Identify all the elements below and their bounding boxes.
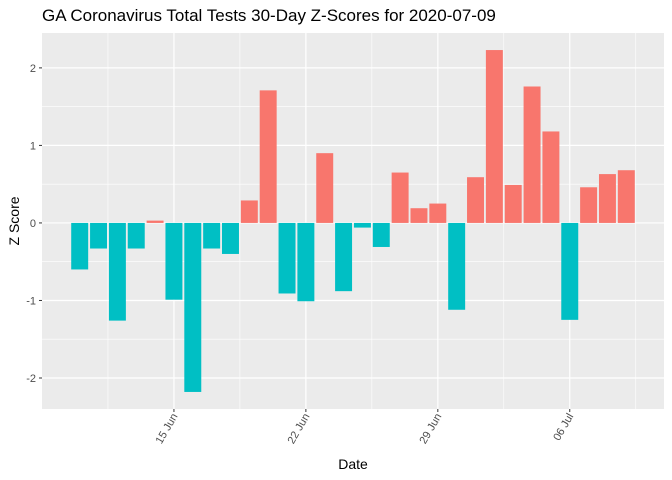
y-tick-label: 0 [30, 218, 36, 230]
bars [71, 50, 635, 392]
bar-2020-06-12 [108, 222, 126, 321]
bar-2020-06-21 [278, 222, 296, 294]
y-axis-title: Z Score [6, 196, 22, 245]
bar-2020-06-15 [165, 222, 183, 300]
x-tick-label: 29 Jun [418, 412, 445, 447]
bar-2020-06-10 [71, 222, 89, 270]
plot-panel [42, 33, 664, 409]
bar-2020-06-30 [448, 222, 466, 310]
bar-2020-06-11 [90, 222, 108, 249]
bar-2020-06-17 [203, 222, 221, 249]
bar-2020-06-18 [222, 222, 239, 254]
bar-2020-07-03 [504, 184, 522, 223]
bar-2020-06-19 [240, 200, 258, 223]
bar-2020-06-27 [391, 172, 409, 223]
bar-2020-06-14 [146, 220, 164, 223]
bar-2020-06-25 [353, 222, 371, 228]
bar-2020-06-16 [184, 222, 202, 392]
y-tick-label: 2 [30, 63, 36, 75]
bar-2020-07-07 [580, 187, 598, 223]
x-axis: 15 Jun 22 Jun 29 Jun 06 Jul [154, 409, 576, 447]
bar-2020-06-23 [316, 153, 334, 223]
bar-2020-07-04 [523, 86, 541, 223]
bar-2020-06-24 [335, 222, 353, 292]
bar-2020-06-29 [429, 203, 447, 223]
bar-2020-07-09 [617, 170, 635, 223]
bar-2020-06-20 [259, 90, 277, 223]
bar-2020-07-02 [485, 50, 503, 223]
chart-title: GA Coronavirus Total Tests 30-Day Z-Scor… [42, 6, 496, 25]
y-tick-label: 1 [30, 140, 36, 152]
bar-2020-07-06 [561, 222, 579, 320]
bar-2020-06-28 [410, 208, 428, 223]
x-tick-label: 06 Jul [551, 412, 576, 443]
bar-2020-07-05 [542, 131, 560, 223]
bar-2020-07-08 [598, 174, 616, 223]
x-tick-label: 15 Jun [154, 412, 181, 447]
y-axis: -2 -1 0 1 2 [26, 63, 42, 385]
x-tick-label: 22 Jun [286, 412, 313, 447]
y-tick-label: -2 [26, 373, 36, 385]
bar-2020-06-26 [372, 222, 390, 247]
y-tick-label: -1 [26, 295, 36, 307]
bar-2020-07-01 [467, 177, 484, 223]
x-axis-title: Date [338, 456, 368, 472]
bar-2020-06-22 [297, 222, 315, 302]
bar-2020-06-13 [127, 222, 145, 249]
